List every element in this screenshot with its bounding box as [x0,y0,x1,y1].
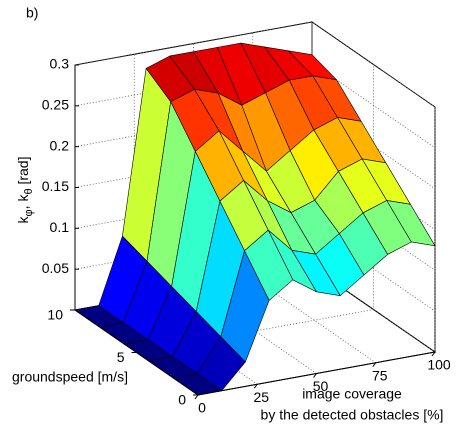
z-label-part: , k [15,194,31,210]
y-axis-label: groundspeed [m/s] [12,369,128,385]
x-tick [431,351,436,357]
y-tick-label: 0 [178,392,186,408]
x-axis-label: by the detected obstacles [%] [261,407,444,423]
x-tick-label: 100 [427,357,451,373]
y-tick-label: 5 [117,349,125,365]
z-label-sub: φ [23,209,35,216]
x-tick-label: 75 [372,367,388,383]
x-axis-label: image coverage [302,386,402,402]
z-label-part: k [15,215,31,223]
z-tick-label: 0.05 [42,260,69,276]
y-tick-label: 10 [47,307,63,323]
z-tick-label: 0.15 [42,178,69,194]
z-tick-label: 0.1 [50,219,70,235]
x-tick [194,394,199,400]
x-tick-label: 50 [313,378,329,394]
z-tick-label: 0.25 [42,97,69,113]
z-tick-label: 0.3 [50,56,70,72]
x-tick-label: 25 [253,389,269,405]
z-tick-label: 0.2 [50,137,70,153]
grid-line [136,64,374,353]
x-tick [372,362,377,368]
panel-label: b) [26,5,38,21]
grid-line [74,21,436,108]
x-tick [253,383,258,389]
x-tick-label: 0 [198,400,206,416]
z-label-sub: θ [23,188,35,194]
z-label-part: [rad] [15,157,31,189]
z-axis-label: kφ, kθ [rad] [15,157,35,224]
grid-line [133,54,258,385]
x-tick [313,373,317,378]
